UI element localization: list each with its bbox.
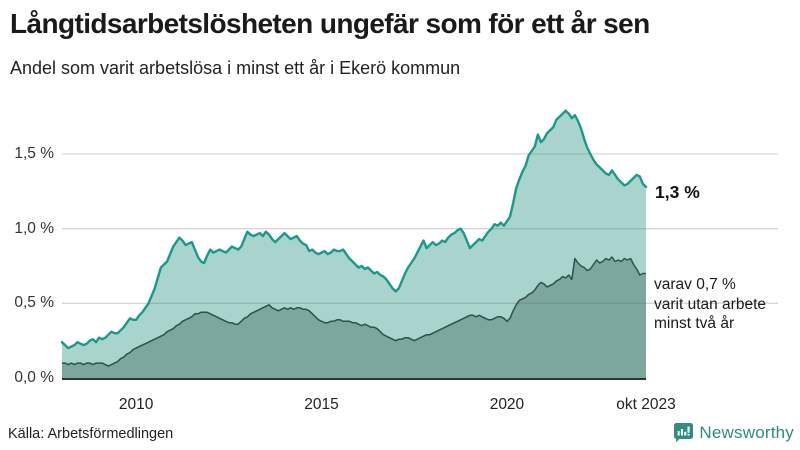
twoyear-area: [62, 257, 646, 378]
y-tick-label: 1,0 %: [14, 219, 54, 237]
total-line: [60, 109, 648, 350]
brand-name: Newsworthy: [699, 422, 794, 442]
source-note: Källa: Arbetsförmedlingen: [8, 426, 174, 442]
x-tick-label: 2010: [118, 396, 154, 413]
latest-value-label: 1,3 %: [655, 182, 700, 202]
x-tick-label: 2020: [489, 396, 525, 413]
secondary-series-label-line1: varav 0,7 %: [654, 276, 736, 293]
y-tick-label: 0,5 %: [14, 294, 54, 312]
brand-logo[interactable]: Newsworthy: [673, 422, 794, 443]
page-title: Långtidsarbetslösheten ungefär som för e…: [10, 8, 650, 39]
newsworthy-icon: [674, 423, 694, 443]
twoyear-line: [62, 256, 646, 367]
total-area: [62, 110, 646, 378]
y-tick-label: 1,5 %: [14, 145, 54, 162]
page-subtitle: Andel som varit arbetslösa i minst ett å…: [10, 58, 461, 78]
x-tick-label: okt 2023: [616, 396, 676, 413]
secondary-series-label: varav 0,7 % varit utan arbete minst två …: [654, 275, 766, 334]
y-tick-label: 0,0 %: [14, 369, 54, 386]
secondary-series-label-line3: minst två år: [654, 315, 735, 332]
x-tick-label: 2015: [304, 396, 339, 413]
secondary-series-label-line2: varit utan arbete: [654, 295, 767, 313]
